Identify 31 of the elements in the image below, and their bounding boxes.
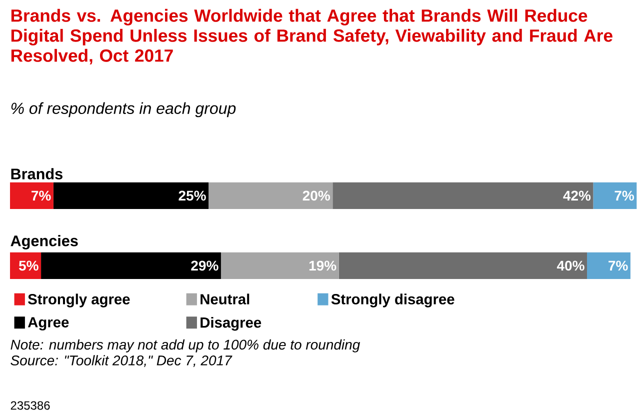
bar (208, 182, 333, 209)
y-tick-label: Brands (11, 168, 62, 180)
data-label: 5% (18, 260, 38, 271)
data-label: 7% (614, 190, 634, 201)
data-label: 40% (556, 260, 584, 271)
legend-label: Disagree (200, 316, 262, 331)
bar (587, 252, 630, 279)
data-label: 7% (32, 190, 51, 201)
bar (41, 252, 221, 279)
bar (10, 182, 54, 209)
bar (53, 182, 209, 209)
bar (332, 182, 594, 209)
data-label: 25% (178, 190, 206, 201)
data-label: 19% (309, 260, 336, 271)
chart-title: Brands vs. Agencies Worldwide that Agree that Brands Will Reduce Digital Spend Unless Issues of Brand Safety, Viewability and Fraud Are Resolved, Oct 2017 (11, 8, 612, 64)
bar (220, 252, 339, 279)
data-label: 42% (563, 190, 591, 201)
y-tick-label: Agencies (10, 235, 78, 250)
source-note: Source: "Toolkit 2018," Dec 7, 2017 (10, 355, 232, 368)
bar (593, 182, 637, 209)
legend-label: Agree (28, 317, 69, 330)
legend-label: Strongly agree (28, 294, 130, 308)
chart-subtitle: % of respondents in each group (11, 102, 236, 118)
text: Note: numbers may not add up to 100% due to rounding (10, 339, 360, 352)
legend-label: Strongly disagree (331, 294, 454, 308)
data-label: 7% (608, 260, 628, 271)
legend-label: Neutral (200, 294, 250, 304)
text: 235386 (10, 401, 50, 410)
bar (338, 252, 588, 279)
data-label: 20% (302, 190, 330, 201)
data-label: 29% (191, 260, 218, 271)
